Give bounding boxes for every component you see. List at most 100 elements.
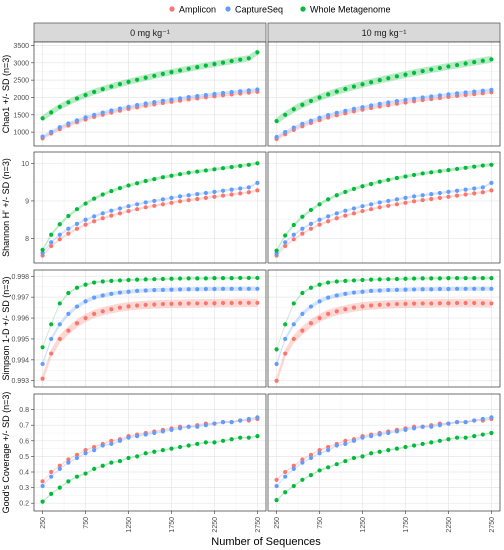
data-point-amplicon (203, 195, 208, 201)
data-point-captureseq (186, 193, 191, 198)
data-point-whole-metagenome (394, 446, 399, 451)
data-point-whole-metagenome (326, 197, 331, 202)
data-point-whole-metagenome (66, 213, 71, 219)
data-point-captureseq (437, 286, 442, 292)
data-point-whole-metagenome (203, 276, 208, 281)
data-point-whole-metagenome (203, 63, 208, 68)
data-point-amplicon (308, 321, 314, 326)
data-point-whole-metagenome (394, 276, 399, 282)
y-tick-label: 8 (25, 236, 29, 243)
y-tick-label: 0.997 (11, 295, 29, 302)
data-point-captureseq (83, 451, 88, 456)
data-point-amplicon (100, 216, 105, 221)
data-point-amplicon (135, 207, 140, 212)
data-point-whole-metagenome (403, 72, 408, 77)
data-point-amplicon (377, 302, 382, 307)
data-point-amplicon (300, 328, 305, 333)
data-point-whole-metagenome (255, 434, 260, 439)
data-point-whole-metagenome (437, 169, 442, 174)
data-point-whole-metagenome (300, 102, 305, 107)
data-point-captureseq (117, 290, 123, 295)
data-point-whole-metagenome (220, 166, 226, 171)
data-point-captureseq (160, 98, 165, 103)
data-point-amplicon (246, 300, 251, 305)
data-point-captureseq (109, 441, 114, 447)
data-point-captureseq (186, 95, 191, 100)
data-point-amplicon (49, 243, 54, 249)
data-point-captureseq (394, 429, 399, 434)
data-point-whole-metagenome (66, 479, 71, 484)
sd-ribbon-captureseq (42, 181, 258, 254)
data-point-captureseq (317, 115, 322, 120)
data-point-whole-metagenome (135, 181, 140, 186)
data-point-amplicon (229, 192, 234, 197)
data-point-whole-metagenome (186, 170, 191, 175)
data-point-captureseq (229, 419, 234, 425)
data-point-whole-metagenome (437, 438, 442, 443)
data-point-amplicon (343, 438, 348, 443)
data-point-amplicon (126, 208, 131, 214)
data-point-captureseq (446, 421, 451, 426)
data-point-whole-metagenome (255, 50, 260, 55)
data-point-amplicon (195, 196, 200, 202)
series-whole-metagenome (274, 162, 494, 253)
legend-item-amplicon: Amplicon (169, 5, 216, 15)
data-point-amplicon (109, 307, 114, 312)
y-axis-label-row-0: Chao1 +/- SD (n=3) (1, 55, 11, 134)
data-point-captureseq (169, 427, 174, 432)
data-point-captureseq (160, 197, 165, 202)
data-point-captureseq (446, 189, 451, 194)
data-point-whole-metagenome (429, 276, 434, 281)
data-point-whole-metagenome (463, 276, 468, 281)
data-point-captureseq (195, 93, 200, 99)
data-point-captureseq (351, 206, 357, 211)
data-point-amplicon (117, 211, 123, 216)
data-point-whole-metagenome (472, 276, 477, 281)
panel-border (33, 393, 267, 512)
data-point-captureseq (394, 197, 399, 202)
data-point-whole-metagenome (92, 280, 97, 285)
data-point-whole-metagenome (49, 110, 54, 115)
data-point-whole-metagenome (300, 290, 305, 296)
data-point-whole-metagenome (57, 485, 62, 490)
data-point-captureseq (229, 286, 234, 291)
data-point-amplicon (169, 200, 174, 205)
data-point-whole-metagenome (386, 448, 391, 453)
data-point-amplicon (212, 194, 217, 199)
data-point-amplicon (317, 315, 322, 321)
y-tick-label: 9 (25, 198, 29, 205)
data-point-captureseq (429, 424, 434, 429)
data-point-whole-metagenome (446, 437, 451, 442)
data-point-captureseq (351, 438, 357, 443)
y-tick-label: 0.7 (19, 423, 29, 430)
data-point-whole-metagenome (291, 107, 296, 112)
data-point-whole-metagenome (411, 443, 417, 448)
data-point-amplicon (394, 301, 399, 307)
y-tick-label: 0.4 (19, 470, 29, 477)
data-point-captureseq (326, 214, 331, 219)
data-point-whole-metagenome (177, 444, 183, 450)
data-point-captureseq (334, 211, 339, 216)
data-point-captureseq (143, 432, 148, 437)
data-point-captureseq (300, 121, 305, 126)
sd-ribbon-whole-metagenome (276, 163, 492, 253)
data-point-amplicon (489, 188, 494, 193)
data-point-amplicon (454, 193, 460, 198)
data-point-captureseq (300, 226, 305, 231)
sd-ribbon-whole-metagenome (42, 161, 258, 252)
data-point-captureseq (360, 289, 365, 294)
data-point-amplicon (83, 315, 88, 321)
data-point-whole-metagenome (326, 465, 331, 470)
data-point-whole-metagenome (74, 474, 80, 479)
data-point-captureseq (300, 311, 305, 316)
data-point-amplicon (160, 301, 165, 307)
data-point-amplicon (283, 351, 288, 356)
sd-ribbon-captureseq (276, 181, 492, 255)
data-point-amplicon (109, 213, 114, 218)
data-point-captureseq (369, 434, 374, 439)
series-captureseq (40, 415, 260, 489)
data-point-amplicon (300, 457, 305, 462)
data-point-whole-metagenome (274, 497, 279, 503)
data-point-captureseq (100, 293, 105, 298)
data-point-whole-metagenome (246, 56, 251, 61)
